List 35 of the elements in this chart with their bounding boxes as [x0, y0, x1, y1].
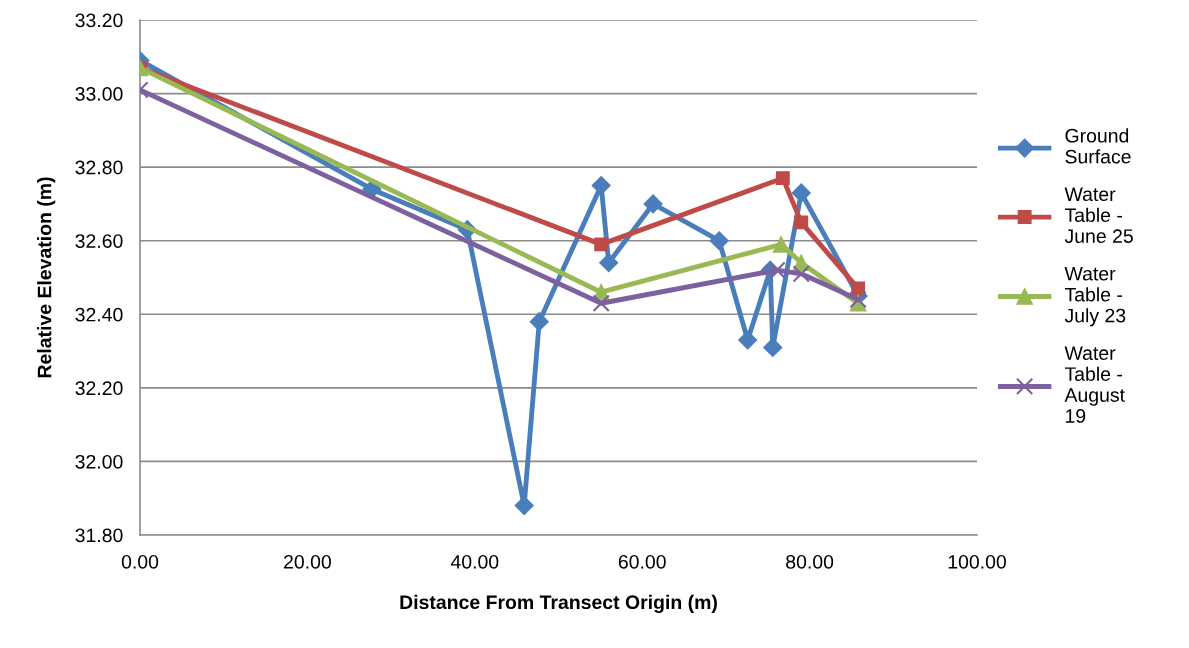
y-tick-label: 32.40	[75, 307, 123, 322]
y-tick-label: 33.20	[75, 13, 123, 28]
point	[529, 312, 549, 332]
y-tick-label: 32.20	[75, 381, 123, 396]
point	[794, 215, 809, 230]
point	[643, 194, 663, 214]
point	[768, 261, 786, 279]
point	[763, 337, 783, 357]
point	[594, 237, 609, 252]
point	[592, 294, 610, 312]
legend-label: Ground Surface	[1065, 128, 1131, 164]
x-tick-label: 100.00	[948, 554, 1006, 569]
point	[591, 176, 611, 196]
legend-label: Water Table - June 25	[1064, 187, 1133, 243]
legend-label: Water Table - July 23	[1064, 266, 1126, 327]
x-tick-label: 40.00	[450, 554, 499, 569]
point	[792, 265, 810, 283]
y-tick-label: 32.80	[75, 160, 123, 175]
x-tick-label: 60.00	[618, 554, 666, 569]
point	[791, 183, 811, 203]
x-tick-label: 80.00	[786, 554, 834, 569]
y-tick-label: 32.00	[75, 454, 123, 469]
y-tick-label: 31.80	[75, 528, 123, 543]
point	[514, 496, 534, 516]
point	[738, 330, 758, 350]
y-tick-label: 33.00	[75, 87, 123, 101]
point	[775, 171, 790, 186]
point	[599, 253, 619, 273]
x-tick-label: 0.00	[121, 554, 159, 569]
x-tick-label: 20.00	[284, 554, 331, 569]
y-axis-title: Relative Elevation (m)	[37, 177, 56, 378]
legend-label: Water Table - August 19	[1064, 346, 1125, 423]
x-axis-title: Distance From Transect Origin (m)	[400, 594, 717, 613]
y-tick-label: 32.60	[75, 234, 123, 248]
point	[709, 231, 729, 251]
